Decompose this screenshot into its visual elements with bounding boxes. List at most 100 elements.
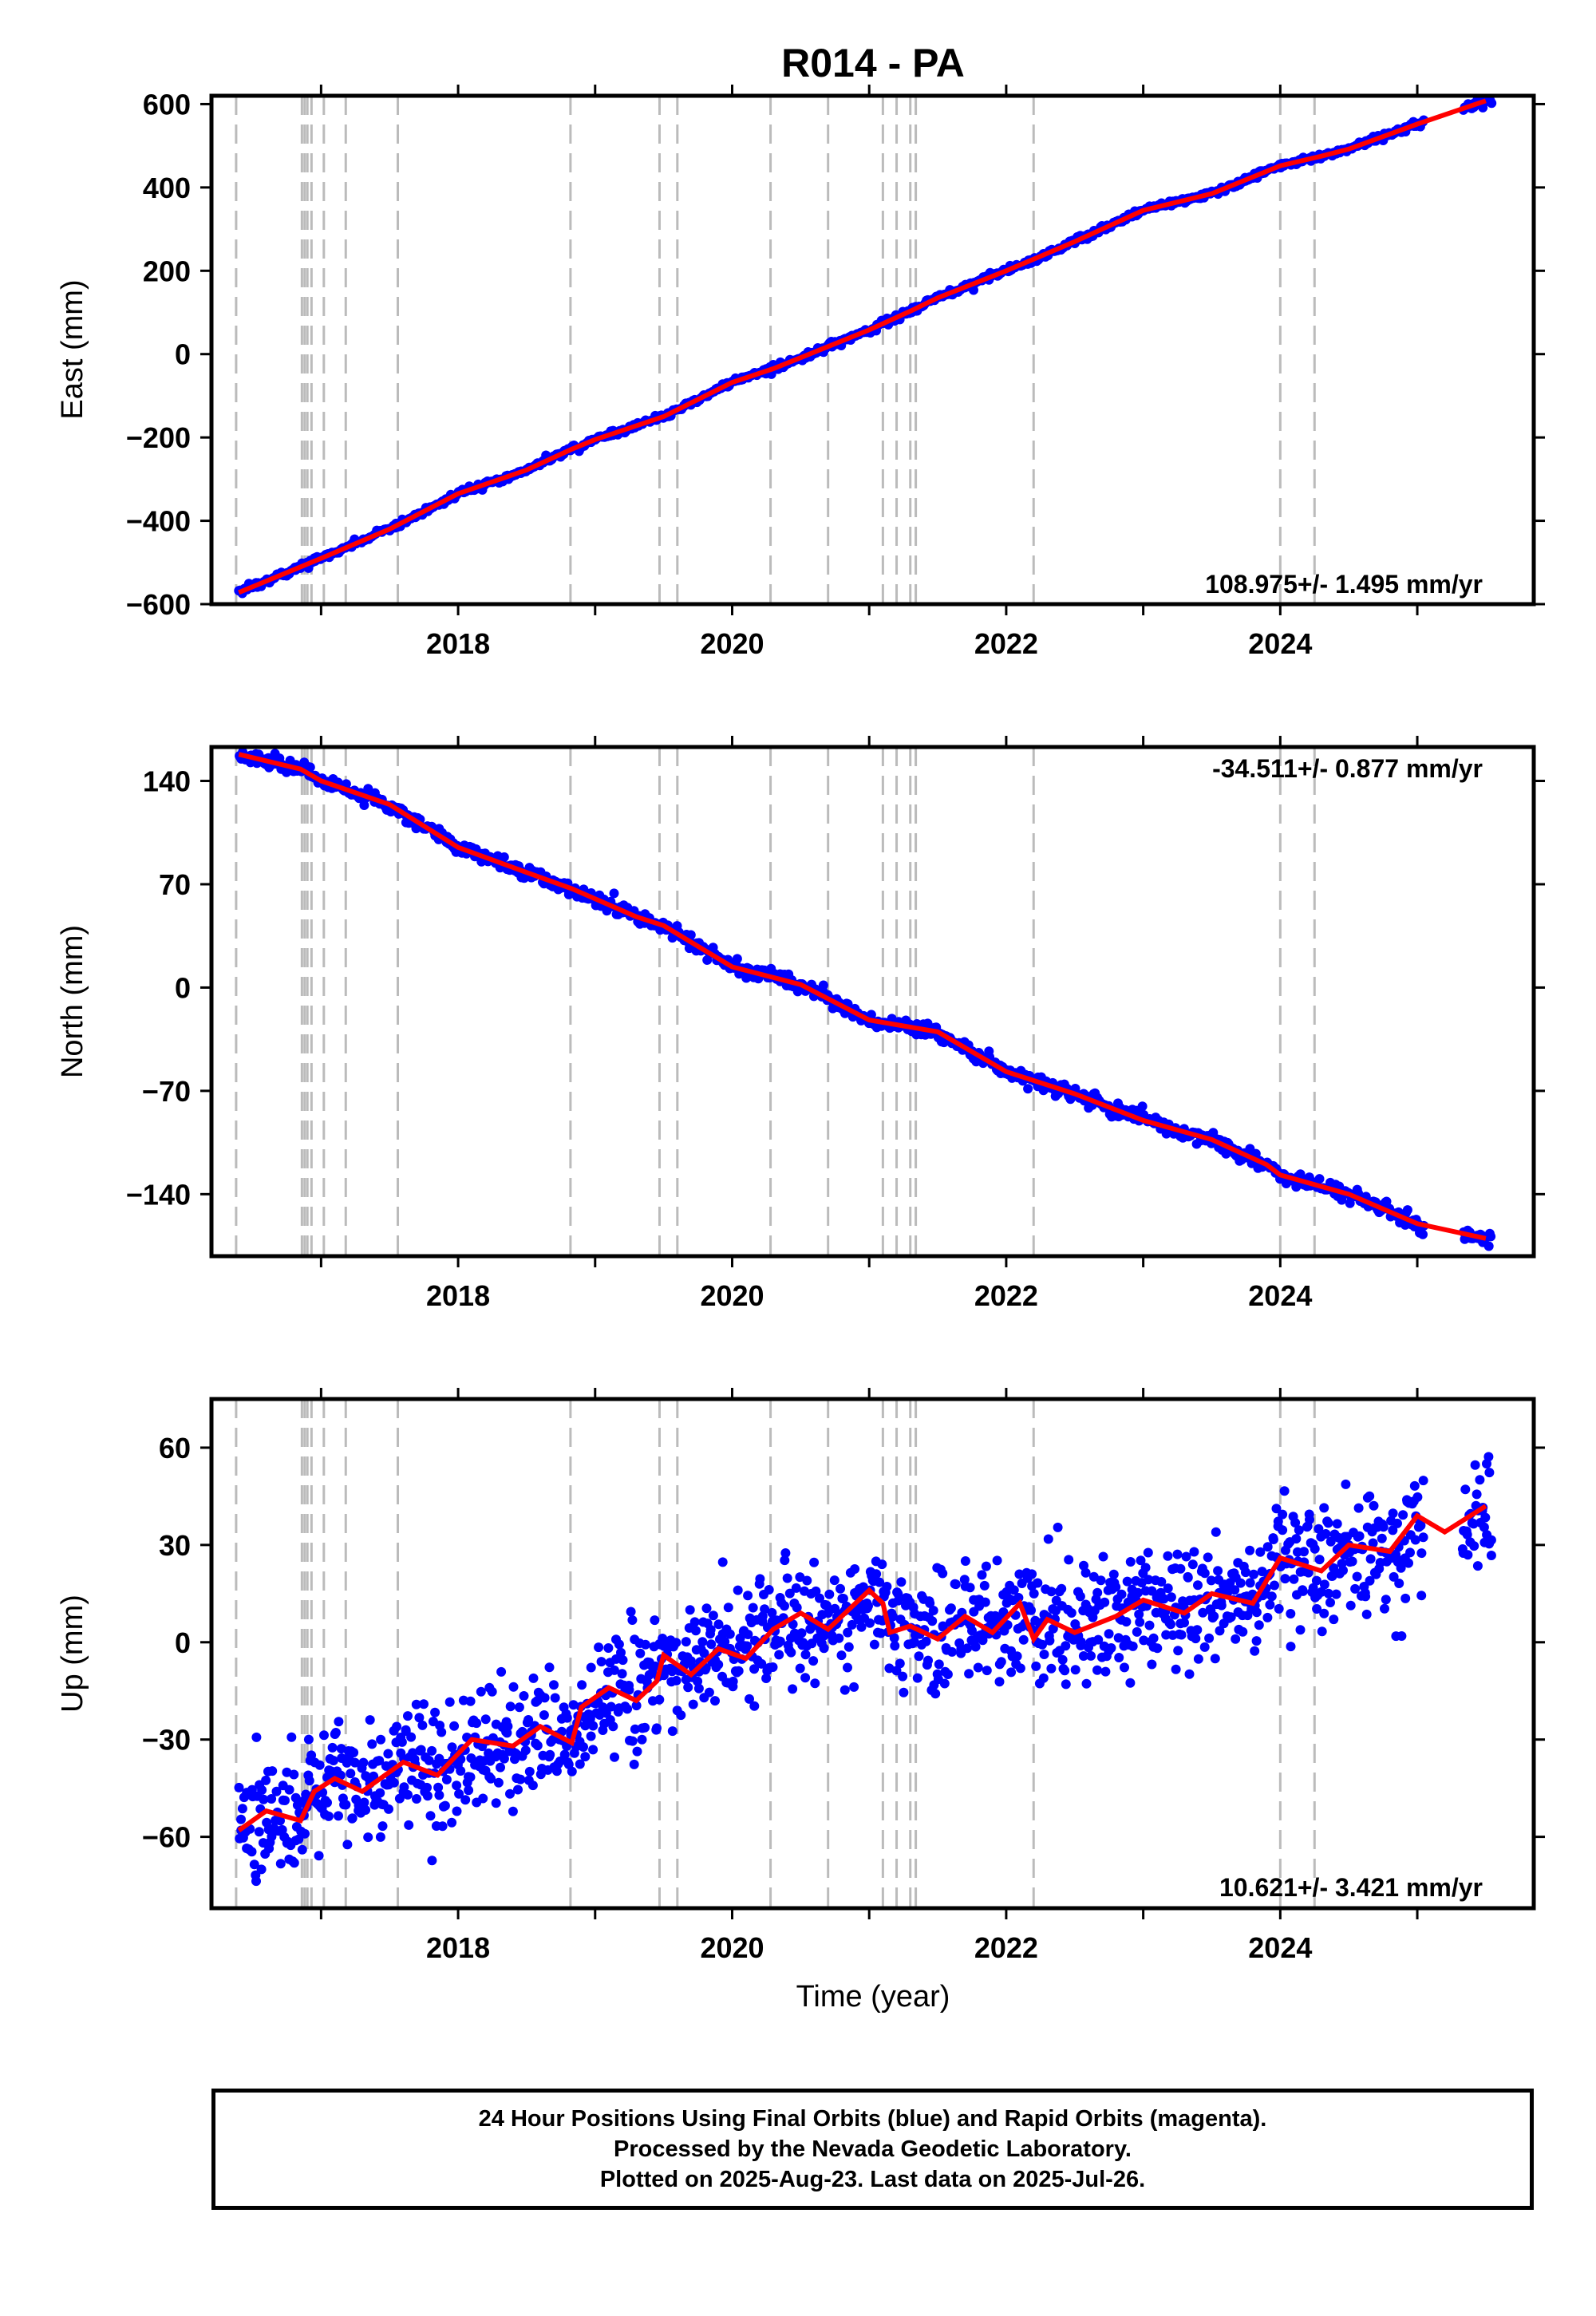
data-point <box>289 1858 299 1868</box>
data-point <box>417 1720 428 1730</box>
data-point <box>1388 1525 1398 1535</box>
data-point <box>314 1851 324 1861</box>
data-point <box>1163 1583 1173 1594</box>
data-point <box>383 1749 393 1759</box>
data-point <box>545 1749 555 1760</box>
data-point <box>491 1798 501 1808</box>
data-point <box>464 1785 474 1796</box>
data-point <box>559 1749 570 1760</box>
data-point <box>1245 1545 1255 1555</box>
data-point <box>821 1600 832 1611</box>
data-point <box>973 1662 983 1673</box>
data-point <box>1166 1592 1176 1603</box>
data-point <box>1033 1578 1043 1588</box>
data-point <box>809 1557 820 1567</box>
data-point <box>969 285 978 295</box>
data-point <box>1121 1617 1132 1627</box>
data-point <box>1136 1555 1146 1566</box>
data-point <box>349 1748 359 1757</box>
y-tick-label: −600 <box>126 588 191 621</box>
data-point <box>887 1611 898 1622</box>
data-point <box>1057 1654 1068 1665</box>
data-point <box>970 1642 981 1652</box>
data-point <box>800 1650 811 1660</box>
data-point <box>350 1757 360 1768</box>
data-point <box>1460 1484 1471 1495</box>
data-point <box>1472 1561 1483 1571</box>
footer-line-1: 24 Hour Positions Using Final Orbits (bl… <box>478 2106 1267 2132</box>
up-panel: 60 30 0 −30 −60 2018 2020 2022 2024 Up (mm) 10.… <box>56 1388 1545 2014</box>
data-point <box>713 1619 724 1630</box>
north-x-ticks: 2018 2020 2022 2024 <box>319 736 1419 1312</box>
data-point <box>875 1628 886 1638</box>
data-point <box>422 1782 432 1792</box>
data-point <box>365 1715 375 1725</box>
data-point <box>1060 1666 1070 1676</box>
data-point <box>503 1721 513 1732</box>
data-point <box>1183 1572 1193 1583</box>
data-point <box>447 1817 457 1828</box>
data-point <box>1305 1515 1314 1525</box>
data-point <box>389 1777 399 1788</box>
data-point <box>549 1680 559 1690</box>
data-point <box>947 1646 957 1657</box>
data-point <box>914 1651 924 1662</box>
data-point <box>1171 1664 1181 1674</box>
data-point <box>1291 1534 1302 1544</box>
data-point <box>399 1782 409 1792</box>
data-point <box>363 1832 373 1843</box>
data-point <box>635 1648 646 1658</box>
data-point <box>1152 1643 1163 1654</box>
data-point <box>1331 1589 1341 1599</box>
data-point <box>1148 1633 1159 1643</box>
data-point <box>374 1756 385 1766</box>
data-point <box>496 1666 507 1677</box>
data-point <box>618 1655 628 1666</box>
data-point <box>452 1780 462 1791</box>
data-point <box>749 1701 760 1711</box>
data-point <box>476 1686 486 1697</box>
data-point <box>1245 1578 1255 1588</box>
data-point <box>256 1864 267 1875</box>
data-point <box>784 1588 795 1599</box>
data-point <box>1140 1563 1151 1573</box>
data-point <box>626 1607 636 1617</box>
data-point <box>946 1603 956 1614</box>
data-point <box>627 1736 638 1746</box>
data-point <box>1184 1669 1195 1679</box>
data-point <box>624 1685 634 1695</box>
data-point <box>430 1707 440 1717</box>
data-point <box>493 1777 504 1788</box>
data-point <box>733 1666 744 1676</box>
chart-title: R014 - PA <box>781 41 965 85</box>
data-point <box>1053 1522 1063 1532</box>
data-point <box>1347 1556 1357 1567</box>
data-point <box>1079 1560 1088 1571</box>
data-point <box>928 1606 938 1615</box>
data-point <box>427 1745 437 1756</box>
data-point <box>433 1782 444 1792</box>
data-point <box>921 1636 931 1646</box>
data-point <box>237 1804 247 1814</box>
data-point <box>330 1728 341 1737</box>
data-point <box>1270 1580 1279 1591</box>
data-point <box>377 1821 388 1832</box>
data-point <box>1314 1555 1325 1565</box>
data-point <box>524 1766 535 1777</box>
data-point <box>630 1724 640 1734</box>
data-point <box>275 1816 285 1826</box>
data-point <box>768 1662 778 1672</box>
data-point <box>425 1811 436 1821</box>
data-point <box>1295 1625 1306 1635</box>
data-point <box>1166 1619 1175 1630</box>
data-point <box>286 1732 297 1742</box>
data-point <box>676 1710 686 1721</box>
data-point <box>1070 1665 1080 1675</box>
x-tick-label: 2018 <box>426 627 490 660</box>
data-point <box>704 1687 714 1697</box>
data-point <box>341 1800 351 1810</box>
data-point <box>314 1760 325 1770</box>
data-point <box>824 1589 835 1599</box>
up-rate-label: 10.621+/- 3.421 mm/yr <box>1219 1873 1483 1902</box>
